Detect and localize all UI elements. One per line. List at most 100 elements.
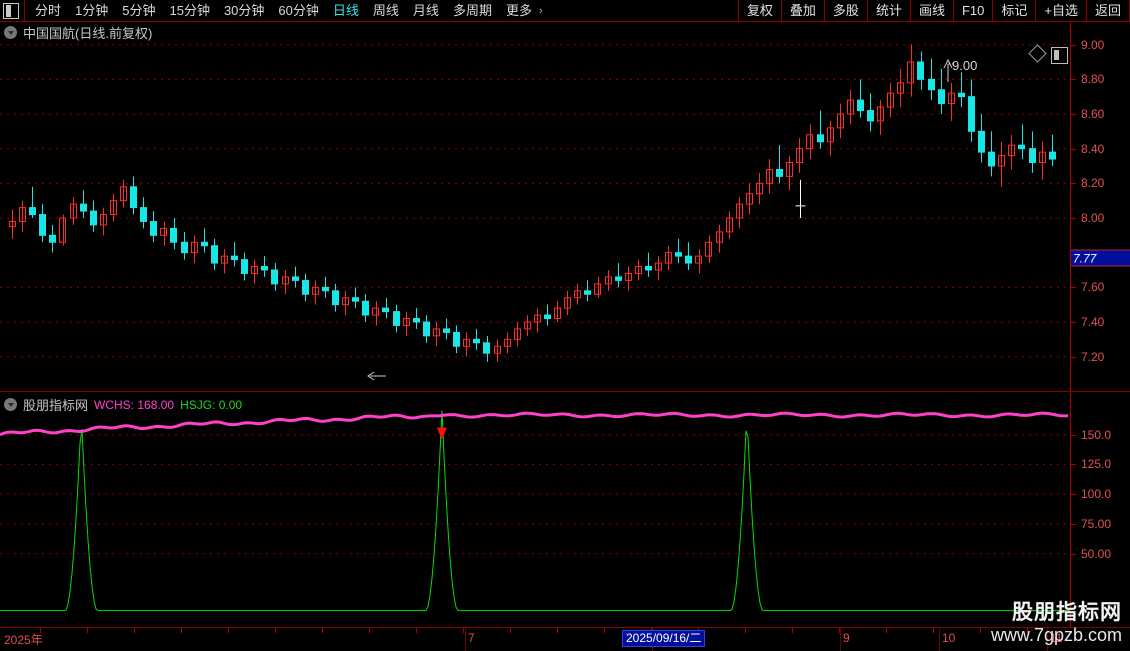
- price-tick-label-4: 8.20: [1081, 176, 1105, 191]
- indicator-title: 股朋指标网: [23, 398, 89, 413]
- date-tick: [604, 628, 605, 633]
- indicator-tick-label-2: 100.0: [1081, 487, 1112, 502]
- price-tick: [1071, 148, 1076, 150]
- action-8[interactable]: 返回: [1085, 0, 1130, 22]
- indicator-tick: [1071, 523, 1076, 525]
- indicator-tick: [1071, 434, 1076, 436]
- page-title: 中国国航(日线.前复权): [23, 26, 153, 41]
- date-tick: [40, 628, 41, 633]
- date-tick: [322, 628, 323, 633]
- price-tick-label-6: 7.60: [1081, 280, 1105, 295]
- period-tab-7[interactable]: 周线: [372, 3, 399, 18]
- price-panel-header: 中国国航(日线.前复权): [0, 23, 152, 42]
- action-0[interactable]: 复权: [737, 0, 781, 22]
- date-tick: [886, 628, 887, 633]
- price-panel: 中国国航(日线.前复权) 9.00 7.17 财 9.00 8.80 8.60 8.4…: [0, 22, 1130, 392]
- date-tick: [181, 628, 182, 633]
- watermark: 股朋指标网 www.7gpzb.com: [991, 601, 1122, 646]
- price-tick-label-5: 8.00: [1081, 211, 1105, 225]
- price-tick: [1071, 79, 1076, 81]
- period-tabs: 分时 1分钟 5分钟 15分钟 30分钟 60分钟 日线 周线 月线 多周期 更多 ›: [28, 0, 549, 22]
- date-tick: [510, 628, 511, 633]
- price-tick-label-2: 8.60: [1081, 107, 1105, 121]
- indicator-tick-label-3: 75.00: [1081, 516, 1112, 531]
- date-tick: [134, 628, 135, 633]
- indicator-tick: [1071, 464, 1076, 466]
- price-axis: 9.00 8.80 8.60 8.40 8.20 8.00 7.60 7.40 7.20 7.77: [1070, 22, 1130, 391]
- period-tab-8[interactable]: 月线: [412, 3, 439, 18]
- indicator-tick: [1071, 494, 1076, 496]
- date-tick: [745, 628, 746, 633]
- price-tick-label-7: 7.40: [1081, 315, 1105, 329]
- chevron-down-circle-icon[interactable]: [4, 26, 17, 39]
- action-3[interactable]: 统计: [866, 0, 910, 22]
- indicator-tick-label-4: 50.00: [1081, 546, 1112, 561]
- price-tick: [1071, 114, 1076, 115]
- period-tab-4[interactable]: 30分钟: [223, 3, 265, 18]
- current-price-value: 7.77: [1073, 251, 1097, 266]
- split-pane-icon[interactable]: [3, 3, 19, 19]
- date-tick: [369, 628, 370, 633]
- period-tab-2[interactable]: 5分钟: [122, 3, 156, 18]
- price-tick: [1071, 287, 1076, 289]
- date-label-3: 9: [843, 631, 850, 645]
- price-tick-label-8: 7.20: [1081, 349, 1105, 364]
- period-tab-5[interactable]: 60分钟: [278, 3, 319, 18]
- date-label-0: 2025年: [4, 633, 43, 647]
- date-tick: [839, 628, 840, 633]
- price-tick: [1071, 218, 1076, 219]
- date-label-4: 10: [942, 631, 956, 645]
- date-tick: [933, 628, 934, 633]
- period-tab-1[interactable]: 1分钟: [75, 3, 109, 18]
- date-tick: [275, 628, 276, 633]
- date-gridline: [840, 628, 841, 651]
- action-6[interactable]: 标记: [992, 0, 1035, 22]
- action-2[interactable]: 多股: [823, 0, 867, 22]
- action-1[interactable]: 叠加: [780, 0, 824, 22]
- date-gridline: [1047, 628, 1048, 651]
- action-5[interactable]: F10: [952, 0, 992, 22]
- hsjg-value: HSJG: 0.00: [180, 397, 243, 412]
- period-tab-3[interactable]: 15分钟: [169, 3, 210, 18]
- high-annotation: 9.00: [952, 58, 978, 73]
- price-tick-label-1: 8.80: [1081, 72, 1105, 87]
- split-pane-icon-right[interactable]: [1051, 47, 1068, 64]
- indicator-panel: 股朋指标网 WCHS: 168.00 HSJG: 0.00 75%% 99.99…: [0, 393, 1130, 627]
- period-tab-9[interactable]: 多周期: [452, 3, 492, 18]
- selected-date-chip[interactable]: 2025/09/16/二: [622, 630, 706, 647]
- period-tab-6[interactable]: 日线: [332, 3, 359, 18]
- action-7[interactable]: +自选: [1035, 0, 1086, 22]
- date-tick: [87, 628, 88, 633]
- action-4[interactable]: 画线: [909, 0, 953, 22]
- date-tick: [557, 628, 558, 633]
- wchs-value: WCHS: 168.00: [94, 397, 175, 412]
- indicator-plot[interactable]: 75%% 99.99%% 25%%: [0, 393, 1070, 627]
- diamond-icon[interactable]: [1028, 44, 1047, 63]
- chevron-down-circle-icon-indicator[interactable]: [4, 398, 17, 411]
- date-tick: [980, 628, 981, 633]
- top-toolbar: 分时 1分钟 5分钟 15分钟 30分钟 60分钟 日线 周线 月线 多周期 更多 › 复权 叠加 多股统…: [0, 0, 1130, 22]
- chevron-right-icon[interactable]: ›: [538, 5, 543, 17]
- indicator-tick-label-0: 150.0: [1081, 427, 1112, 442]
- period-tab-0[interactable]: 分时: [35, 3, 62, 18]
- watermark-url: www.7gpzb.com: [990, 625, 1122, 645]
- indicator-tick: [1071, 553, 1076, 555]
- date-axis[interactable]: 2025年78910112025/09/16/二: [0, 627, 1130, 651]
- selected-date-value: 2025/09/16/二: [626, 631, 702, 645]
- date-tick: [1027, 628, 1028, 633]
- date-tick: [416, 628, 417, 633]
- candlestick-plot[interactable]: 9.00 7.17 财: [0, 22, 1070, 391]
- price-tick: [1071, 44, 1076, 46]
- indicator-tick-label-1: 125.0: [1081, 457, 1112, 472]
- indicator-axis: 150.0 125.0 100.0 75.00 50.00: [1070, 393, 1130, 627]
- price-tick: [1071, 356, 1076, 358]
- date-tick: [228, 628, 229, 633]
- date-tick: [463, 628, 464, 633]
- date-gridline: [465, 628, 466, 651]
- date-label-5: 11: [1050, 631, 1063, 645]
- price-tick: [1071, 322, 1076, 323]
- date-label-1: 7: [468, 631, 475, 645]
- period-tab-10[interactable]: 更多: [505, 3, 532, 18]
- date-tick: [792, 628, 793, 633]
